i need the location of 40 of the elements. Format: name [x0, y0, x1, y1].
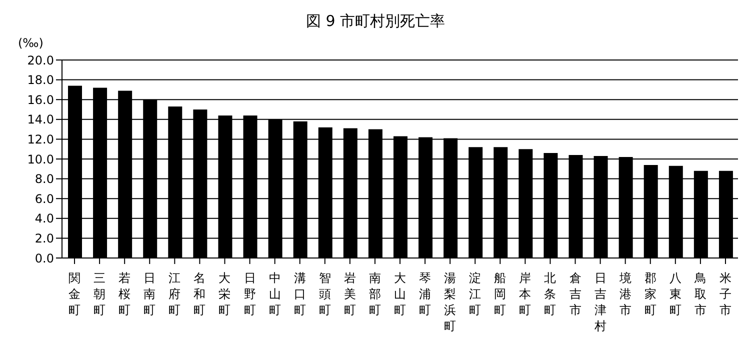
- x-tick-label: 智頭町: [318, 271, 331, 317]
- y-axis-title: (‰): [18, 36, 44, 50]
- x-tick-label: 江府町: [168, 271, 181, 317]
- y-tick-label: 6.0: [34, 192, 54, 206]
- x-tick-label: 境港市: [618, 271, 632, 317]
- x-tick-label: 溝口町: [294, 271, 306, 317]
- x-tick-label: 南部町: [368, 271, 381, 317]
- y-tick-label: 12.0: [27, 132, 54, 146]
- x-tick-label: 若桜町: [118, 271, 131, 317]
- x-tick-label: 名和町: [194, 271, 206, 317]
- chart-title: 図 9 市町村別死亡率: [304, 12, 446, 31]
- y-tick-label: 4.0: [34, 212, 54, 226]
- x-tick-label: 中山町: [268, 271, 281, 317]
- x-tick-label: 関金町: [68, 271, 81, 317]
- x-tick-label: 日南町: [144, 271, 156, 317]
- y-tick-label: 8.0: [34, 172, 54, 186]
- x-tick-label: 日吉津村: [593, 271, 606, 333]
- y-tick-label: 10.0: [27, 152, 54, 166]
- y-tick-label: 16.0: [27, 92, 54, 107]
- x-tick-label: 大山町: [394, 271, 406, 317]
- x-tick-label: 北条町: [544, 271, 556, 317]
- y-tick-label: 0.0: [34, 251, 54, 266]
- x-tick-label: 日野町: [244, 271, 256, 317]
- x-tick-label: 船岡町: [494, 271, 506, 317]
- x-tick-label: 岩美町: [344, 271, 356, 317]
- x-tick-label: 湯梨浜町: [444, 271, 456, 333]
- y-tick-label: 20.0: [27, 53, 54, 68]
- y-tick-label: 14.0: [27, 112, 54, 127]
- x-tick-label: 郡家町: [644, 271, 656, 317]
- x-tick-label: 八東町: [669, 271, 682, 317]
- x-tick-label: 淀江町: [469, 271, 482, 317]
- x-tick-label: 鳥取市: [693, 271, 706, 317]
- x-tick-label: 大栄町: [218, 271, 231, 317]
- y-tick-label: 18.0: [27, 73, 54, 88]
- x-tick-label: 岸本町: [519, 271, 532, 317]
- x-tick-label: 三朝町: [94, 271, 106, 317]
- x-tick-label: 琴浦町: [419, 271, 432, 317]
- x-tick-label: 米子市: [719, 271, 732, 317]
- x-tick-label: 倉吉市: [569, 271, 582, 317]
- y-tick-label: 2.0: [34, 231, 54, 246]
